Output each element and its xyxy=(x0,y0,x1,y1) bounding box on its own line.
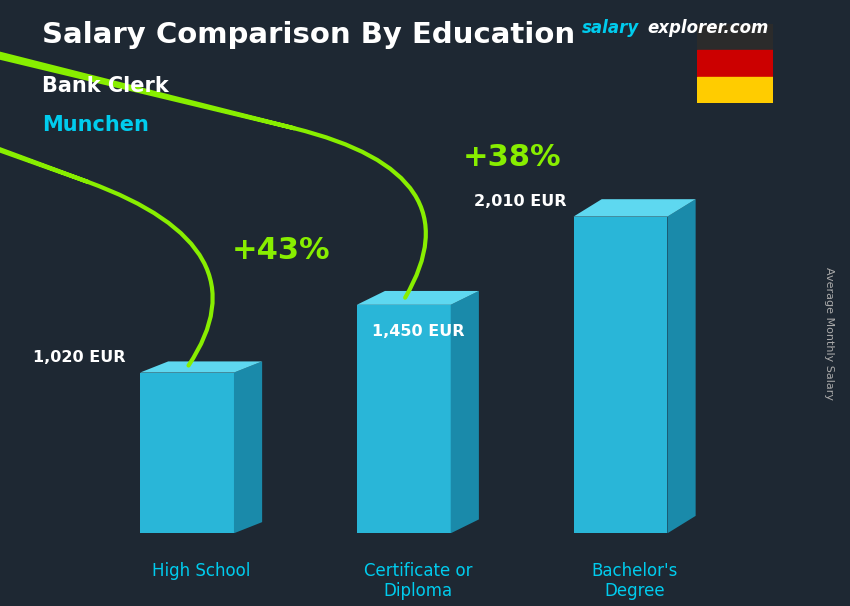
Text: 1,020 EUR: 1,020 EUR xyxy=(33,350,126,365)
Text: Certificate or
Diploma: Certificate or Diploma xyxy=(364,562,472,601)
Polygon shape xyxy=(574,199,695,216)
Text: Salary Comparison By Education: Salary Comparison By Education xyxy=(42,21,575,49)
Bar xyxy=(697,50,774,77)
Text: +38%: +38% xyxy=(462,144,562,173)
Polygon shape xyxy=(450,291,479,533)
Polygon shape xyxy=(667,199,695,533)
Polygon shape xyxy=(140,373,234,533)
Text: +43%: +43% xyxy=(231,236,331,265)
Polygon shape xyxy=(574,216,667,533)
Polygon shape xyxy=(357,305,451,533)
Text: High School: High School xyxy=(152,562,250,580)
Text: Average Monthly Salary: Average Monthly Salary xyxy=(824,267,834,400)
Text: Munchen: Munchen xyxy=(42,115,150,135)
Polygon shape xyxy=(234,361,262,533)
Text: 2,010 EUR: 2,010 EUR xyxy=(473,194,566,208)
Text: Bank Clerk: Bank Clerk xyxy=(42,76,169,96)
Text: 1,450 EUR: 1,450 EUR xyxy=(371,324,464,339)
Text: salary: salary xyxy=(582,19,639,38)
Polygon shape xyxy=(357,291,479,305)
Text: Bachelor's
Degree: Bachelor's Degree xyxy=(592,562,677,601)
Bar xyxy=(697,77,774,103)
Bar xyxy=(697,24,774,50)
Text: explorer.com: explorer.com xyxy=(648,19,769,38)
Polygon shape xyxy=(140,361,262,373)
